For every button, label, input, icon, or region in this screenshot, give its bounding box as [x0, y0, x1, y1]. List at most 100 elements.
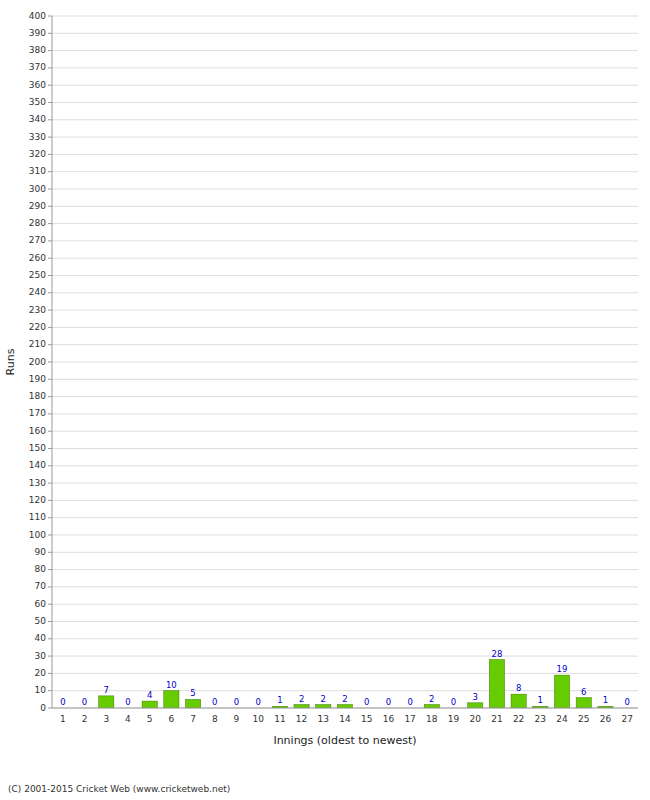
- grid-line: [52, 223, 638, 224]
- data-label: 1: [603, 695, 608, 705]
- y-tick-label: 180: [29, 391, 46, 401]
- x-tick-label: 1: [60, 714, 66, 724]
- data-label: 0: [234, 697, 239, 707]
- y-tick: [48, 535, 52, 536]
- bar: [424, 705, 439, 708]
- grid-line: [52, 638, 638, 639]
- y-tick: [48, 223, 52, 224]
- grid-line: [52, 171, 638, 172]
- data-label: 0: [451, 697, 456, 707]
- x-tick-label: 6: [169, 714, 175, 724]
- y-tick: [48, 431, 52, 432]
- y-tick-label: 200: [29, 357, 46, 367]
- y-tick-label: 310: [29, 166, 46, 176]
- data-label: 8: [516, 683, 521, 693]
- data-label: 0: [255, 697, 260, 707]
- grid-line: [52, 362, 638, 363]
- grid-line: [52, 50, 638, 51]
- y-tick-label: 350: [29, 97, 46, 107]
- y-tick-label: 30: [35, 651, 47, 661]
- y-tick-label: 130: [29, 478, 46, 488]
- y-tick: [48, 206, 52, 207]
- x-tick-label: 16: [383, 714, 395, 724]
- grid-line: [52, 154, 638, 155]
- x-tick-label: 18: [426, 714, 438, 724]
- y-tick: [48, 362, 52, 363]
- x-tick-label: 8: [212, 714, 218, 724]
- data-label: 2: [321, 694, 326, 704]
- data-labels: 007041050001222000203288119610: [60, 649, 630, 707]
- grid-line: [52, 33, 638, 34]
- x-tick-label: 5: [147, 714, 153, 724]
- data-label: 3: [473, 692, 478, 702]
- y-tick: [48, 292, 52, 293]
- y-tick-label: 320: [29, 149, 46, 159]
- y-tick-label: 380: [29, 45, 46, 55]
- y-tick: [48, 483, 52, 484]
- y-tick-label: 280: [29, 218, 46, 228]
- data-label: 1: [538, 695, 543, 705]
- grid-line: [52, 621, 638, 622]
- y-tick: [48, 552, 52, 553]
- chart: 0102030405060708090100110120130140150160…: [0, 0, 650, 800]
- bar: [554, 675, 569, 708]
- y-tick-label: 80: [35, 564, 47, 574]
- bar: [185, 699, 200, 708]
- x-tick-label: 3: [103, 714, 109, 724]
- x-tick-label: 19: [448, 714, 460, 724]
- y-tick-label: 10: [35, 685, 47, 695]
- bar: [316, 705, 331, 708]
- grid-line: [52, 552, 638, 553]
- y-tick-label: 340: [29, 114, 46, 124]
- y-tick: [48, 310, 52, 311]
- grid-line: [52, 85, 638, 86]
- y-tick-label: 230: [29, 305, 46, 315]
- grid-line: [52, 500, 638, 501]
- y-tick-label: 100: [29, 530, 46, 540]
- data-label: 0: [125, 697, 130, 707]
- x-tick-label: 15: [361, 714, 372, 724]
- y-tick-label: 70: [35, 581, 47, 591]
- grid-line: [52, 240, 638, 241]
- data-label: 10: [166, 680, 177, 690]
- x-tick-label: 4: [125, 714, 131, 724]
- data-label: 0: [82, 697, 87, 707]
- y-tick: [48, 586, 52, 587]
- y-tick-label: 210: [29, 339, 46, 349]
- bar: [294, 705, 309, 708]
- x-tick-label: 12: [296, 714, 307, 724]
- y-tick-label: 240: [29, 287, 46, 297]
- grid-line: [52, 483, 638, 484]
- grid-line: [52, 258, 638, 259]
- data-label: 0: [364, 697, 369, 707]
- x-tick-label: 17: [404, 714, 415, 724]
- x-tick-label: 9: [234, 714, 240, 724]
- data-label: 5: [190, 688, 195, 698]
- data-label: 2: [342, 694, 347, 704]
- y-axis: 0102030405060708090100110120130140150160…: [29, 11, 638, 713]
- grid-line: [52, 656, 638, 657]
- grid-line: [52, 465, 638, 466]
- grid-line: [52, 448, 638, 449]
- y-tick: [48, 67, 52, 68]
- y-tick-label: 400: [29, 11, 46, 21]
- y-tick-label: 50: [35, 616, 47, 626]
- grid-line: [52, 535, 638, 536]
- y-tick-label: 190: [29, 374, 46, 384]
- data-label: 19: [557, 664, 568, 674]
- y-tick: [48, 690, 52, 691]
- y-tick: [48, 517, 52, 518]
- grid-line: [52, 292, 638, 293]
- grid-line: [52, 16, 638, 17]
- y-tick-label: 390: [29, 28, 46, 38]
- y-tick: [48, 344, 52, 345]
- grid-line: [52, 396, 638, 397]
- x-tick-label: 7: [190, 714, 196, 724]
- x-tick-label: 11: [274, 714, 285, 724]
- grid-line: [52, 379, 638, 380]
- y-tick: [48, 16, 52, 17]
- x-tick-label: 2: [82, 714, 88, 724]
- grid-line: [52, 604, 638, 605]
- data-label: 0: [386, 697, 391, 707]
- x-tick-label: 23: [535, 714, 546, 724]
